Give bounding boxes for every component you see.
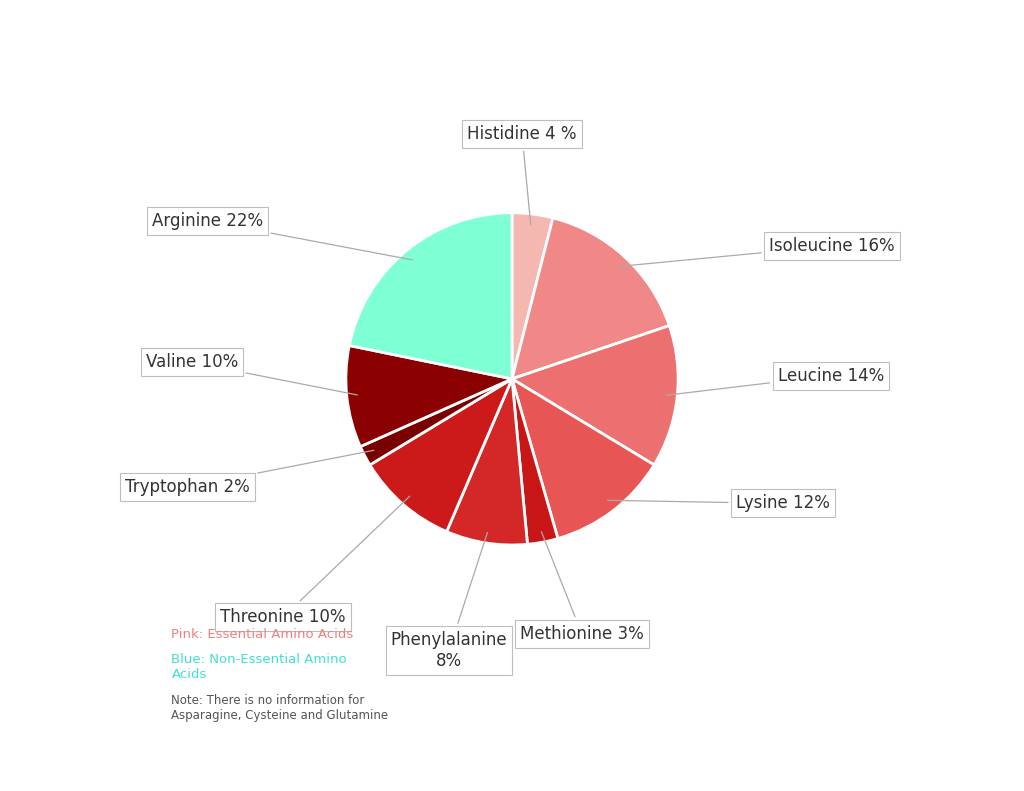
Text: Methionine 3%: Methionine 3% [520,532,644,643]
Text: Blue: Non-Essential Amino
Acids: Blue: Non-Essential Amino Acids [171,653,347,681]
Text: Pink: Essential Amino Acids: Pink: Essential Amino Acids [171,628,353,641]
Wedge shape [346,346,512,447]
Text: Leucine 14%: Leucine 14% [667,366,884,396]
Text: Arginine 22%: Arginine 22% [152,212,413,260]
Wedge shape [512,379,654,539]
Wedge shape [446,379,527,545]
Text: Valine 10%: Valine 10% [145,354,357,395]
Wedge shape [370,379,512,532]
Text: Tryptophan 2%: Tryptophan 2% [125,450,374,496]
Wedge shape [512,218,670,379]
Text: Phenylalanine
8%: Phenylalanine 8% [390,532,507,670]
Wedge shape [512,213,553,379]
Wedge shape [512,326,678,465]
Wedge shape [349,213,512,379]
Text: Note: There is no information for
Asparagine, Cysteine and Glutamine: Note: There is no information for Aspara… [171,694,388,722]
Wedge shape [360,379,512,465]
Text: Lysine 12%: Lysine 12% [607,494,830,513]
Text: Isoleucine 16%: Isoleucine 16% [618,237,895,267]
Wedge shape [512,379,558,544]
Text: Histidine 4 %: Histidine 4 % [467,125,577,225]
Text: Threonine 10%: Threonine 10% [220,496,410,626]
